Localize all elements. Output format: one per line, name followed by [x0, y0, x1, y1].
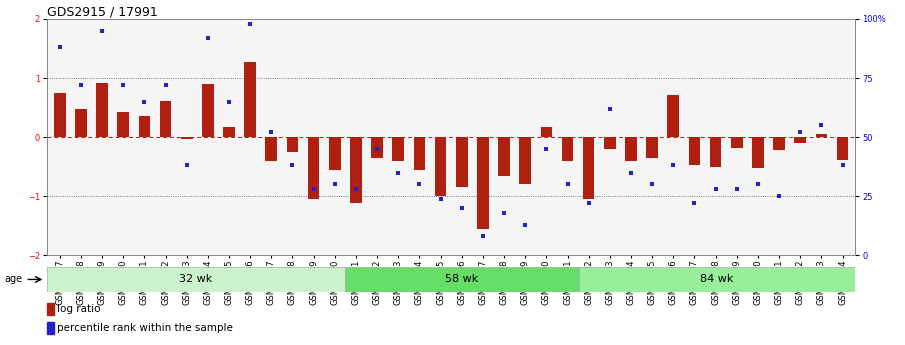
Bar	[350, 137, 362, 203]
Bar	[265, 137, 277, 161]
Text: 58 wk: 58 wk	[445, 275, 479, 284]
Bar	[118, 112, 129, 137]
Text: 84 wk: 84 wk	[700, 275, 734, 284]
Bar	[345, 267, 578, 292]
Bar	[815, 134, 827, 137]
Bar	[731, 137, 743, 148]
Bar	[54, 93, 65, 137]
Bar	[583, 137, 595, 199]
Bar	[625, 137, 637, 161]
Bar	[308, 137, 319, 199]
Bar	[181, 137, 193, 139]
Bar	[773, 137, 785, 150]
Bar	[371, 137, 383, 158]
Bar	[837, 137, 848, 160]
Bar	[224, 127, 234, 137]
Bar	[604, 137, 615, 149]
Bar	[138, 117, 150, 137]
Bar	[159, 100, 171, 137]
Bar	[540, 127, 552, 137]
Bar	[434, 137, 446, 196]
Text: age: age	[5, 275, 23, 284]
Bar	[329, 137, 340, 170]
Text: 32 wk: 32 wk	[179, 275, 213, 284]
Bar	[287, 137, 299, 152]
Bar	[668, 95, 679, 137]
Text: log ratio: log ratio	[57, 304, 100, 314]
Bar	[499, 137, 510, 176]
Bar	[578, 267, 855, 292]
Bar	[393, 137, 404, 161]
Bar	[47, 267, 345, 292]
Bar	[795, 137, 806, 143]
Bar	[562, 137, 574, 161]
Bar	[414, 137, 425, 170]
Bar	[47, 303, 54, 315]
Bar	[456, 137, 468, 187]
Bar	[47, 322, 54, 334]
Bar	[75, 109, 87, 137]
Bar	[710, 137, 721, 167]
Bar	[96, 83, 108, 137]
Text: GDS2915 / 17991: GDS2915 / 17991	[47, 5, 157, 18]
Bar	[752, 137, 764, 168]
Bar	[689, 137, 700, 166]
Bar	[646, 137, 658, 158]
Text: percentile rank within the sample: percentile rank within the sample	[57, 323, 233, 333]
Bar	[477, 137, 489, 229]
Bar	[202, 84, 214, 137]
Bar	[244, 61, 256, 137]
Bar	[519, 137, 531, 184]
